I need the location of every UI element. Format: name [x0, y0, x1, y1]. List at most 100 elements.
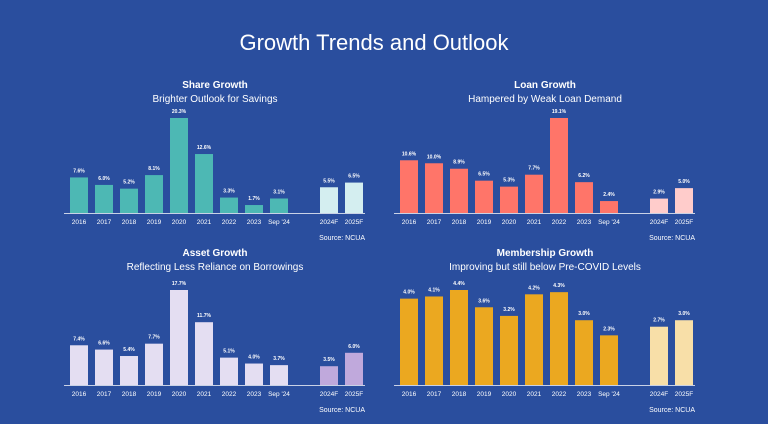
- x-tick-label: 2024F: [320, 219, 338, 226]
- bar-2018: [120, 188, 138, 213]
- bar-2019: [475, 180, 493, 213]
- x-tick-label: 2020: [502, 391, 517, 398]
- source-note: Source: NCUA: [649, 407, 695, 414]
- data-label: 4.4%: [453, 281, 465, 287]
- bar-2019: [475, 307, 493, 385]
- x-tick-label: Sep '24: [268, 391, 290, 398]
- x-tick-label: 2016: [402, 391, 417, 398]
- data-label: 6.5%: [478, 172, 490, 178]
- data-label: 6.0%: [348, 344, 360, 350]
- data-label: 4.0%: [403, 290, 415, 296]
- data-label: 3.3%: [223, 189, 235, 195]
- x-tick-label: 2016: [72, 219, 87, 226]
- data-label: 17.7%: [172, 281, 187, 287]
- x-tick-label: 2025F: [345, 391, 363, 398]
- bar-2024F: [320, 366, 338, 385]
- data-label: 8.9%: [453, 160, 465, 166]
- data-label: 3.0%: [678, 311, 690, 317]
- data-label: 5.4%: [123, 347, 135, 353]
- bar-2019: [145, 343, 163, 385]
- bar-2017: [95, 184, 113, 213]
- bar-2020: [170, 118, 188, 213]
- x-tick-label: 2024F: [320, 391, 338, 398]
- x-tick-label: Sep '24: [598, 391, 620, 398]
- chart-subtitle: Hampered by Weak Loan Demand: [468, 94, 622, 105]
- x-tick-label: 2022: [222, 391, 237, 398]
- x-tick-label: Sep '24: [598, 219, 620, 226]
- data-label: 4.3%: [553, 283, 565, 289]
- data-label: 4.2%: [528, 285, 540, 291]
- data-label: 3.1%: [273, 189, 285, 195]
- bar-2022: [550, 118, 568, 213]
- x-tick-label: 2023: [247, 391, 262, 398]
- x-tick-label: Sep '24: [268, 219, 290, 226]
- data-label: 2.7%: [653, 318, 665, 324]
- bar-2017: [95, 349, 113, 385]
- x-tick-label: 2024F: [650, 219, 668, 226]
- x-tick-label: 2025F: [345, 219, 363, 226]
- bar-2021: [195, 322, 213, 385]
- bar-2017: [425, 296, 443, 385]
- bar-2020: [500, 315, 518, 385]
- x-tick-label: 2018: [122, 391, 137, 398]
- bar-Sep-24: [270, 365, 288, 385]
- bar-2022: [550, 292, 568, 385]
- x-tick-label: 2017: [427, 391, 442, 398]
- slide-title: Growth Trends and Outlook: [239, 30, 509, 55]
- bar-2021: [525, 174, 543, 213]
- x-tick-label: 2023: [577, 391, 592, 398]
- data-label: 5.2%: [123, 180, 135, 186]
- x-tick-label: 2017: [97, 219, 112, 226]
- chart-title: Share Growth: [182, 80, 248, 91]
- bar-2025F: [675, 188, 693, 213]
- bar-2018: [450, 168, 468, 213]
- bar-2016: [70, 345, 88, 385]
- bar-2016: [70, 177, 88, 213]
- bar-2020: [170, 290, 188, 385]
- bar-2023: [575, 320, 593, 385]
- x-tick-label: 2020: [502, 219, 517, 226]
- bar-2023: [575, 182, 593, 213]
- source-note: Source: NCUA: [319, 235, 365, 242]
- bar-2025F: [345, 182, 363, 213]
- chart-subtitle: Brighter Outlook for Savings: [152, 94, 277, 105]
- bar-2022: [220, 197, 238, 213]
- x-tick-label: 2019: [477, 219, 492, 226]
- data-label: 6.6%: [98, 341, 110, 347]
- chart-share-growth: Share Growth Brighter Outlook for Savings…: [64, 80, 365, 242]
- x-tick-label: 2018: [452, 219, 467, 226]
- bar-2025F: [675, 320, 693, 385]
- data-label: 5.5%: [323, 178, 335, 184]
- x-tick-label: 2016: [402, 219, 417, 226]
- x-tick-label: 2019: [147, 391, 162, 398]
- data-label: 2.9%: [653, 190, 665, 196]
- bar-2020: [500, 186, 518, 213]
- data-label: 2.3%: [603, 326, 615, 332]
- x-tick-label: 2021: [197, 219, 212, 226]
- data-label: 8.1%: [148, 166, 160, 172]
- data-label: 3.7%: [273, 356, 285, 362]
- x-tick-label: 2022: [552, 391, 567, 398]
- data-label: 11.7%: [197, 313, 211, 319]
- chart-title: Loan Growth: [514, 80, 576, 91]
- x-tick-label: 2022: [552, 219, 567, 226]
- bar-2025F: [345, 352, 363, 385]
- data-label: 7.6%: [73, 168, 85, 174]
- chart-membership-growth: Membership Growth Improving but still bel…: [394, 248, 695, 414]
- x-tick-label: 2023: [577, 219, 592, 226]
- bar-2022: [220, 357, 238, 385]
- x-tick-label: 2024F: [650, 391, 668, 398]
- x-tick-label: 2021: [527, 219, 542, 226]
- data-label: 3.0%: [578, 311, 590, 317]
- bar-2018: [120, 356, 138, 385]
- data-label: 7.7%: [148, 335, 160, 341]
- data-label: 6.5%: [348, 174, 360, 180]
- x-tick-label: 2018: [452, 391, 467, 398]
- x-tick-label: 2017: [97, 391, 112, 398]
- data-label: 10.6%: [402, 151, 417, 157]
- bar-2023: [245, 363, 263, 385]
- bar-2016: [400, 160, 418, 213]
- data-label: 19.1%: [552, 109, 567, 115]
- source-note: Source: NCUA: [319, 407, 365, 414]
- data-label: 6.2%: [578, 173, 590, 179]
